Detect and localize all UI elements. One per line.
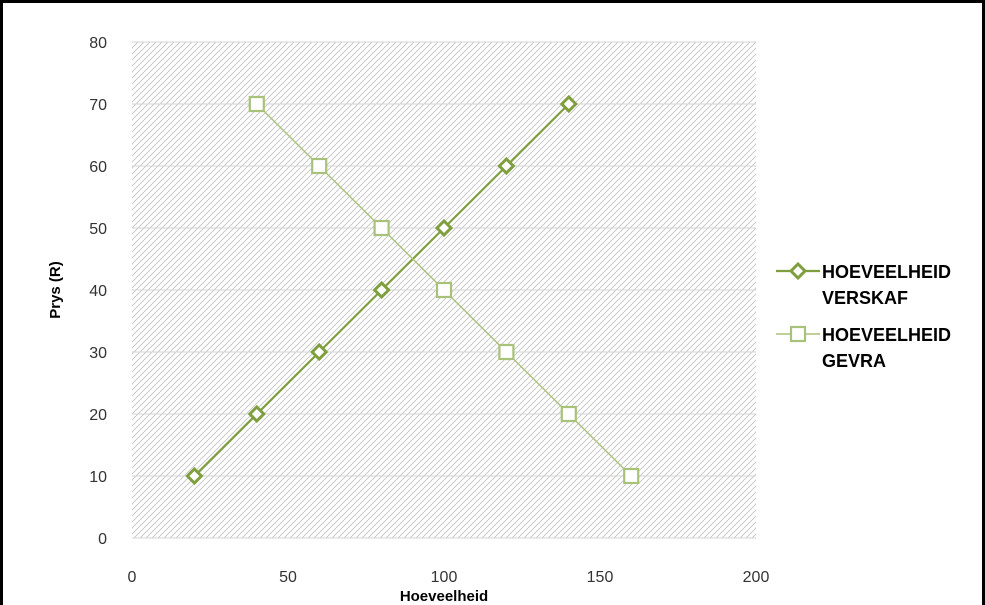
x-tick-label: 50 (279, 569, 297, 586)
series-1 (248, 95, 640, 485)
y-tick-label: 70 (89, 97, 107, 114)
y-tick-label: 50 (89, 221, 107, 238)
y-tick-label: 30 (89, 345, 107, 362)
y-tick-label: 0 (98, 531, 107, 548)
diamond-point (372, 280, 391, 300)
square-point (560, 405, 577, 423)
x-axis-title: Hoeveelheid (400, 588, 488, 605)
diamond-point (497, 156, 516, 176)
legend-marker-1 (789, 325, 807, 343)
y-tick-label: 40 (89, 283, 107, 300)
legend-label: HOEVEELHEID (822, 325, 951, 345)
legend-label: HOEVEELHEID (822, 262, 951, 282)
diamond-point (434, 218, 454, 238)
x-tick-label: 100 (431, 569, 458, 586)
diamond-point (310, 342, 329, 362)
tick-labels: 0 10 20 30 40 50 60 70 80 0 50 100 150 200 (89, 35, 769, 586)
legend: HOEVEELHEID VERSKAF HOEVEELHEID GEVRA (776, 261, 951, 371)
y-axis-title: Prys (R) (47, 261, 64, 319)
x-tick-label: 0 (128, 569, 137, 586)
diamond-point (185, 466, 204, 486)
x-tick-label: 150 (587, 569, 614, 586)
square-point (623, 467, 640, 485)
x-tick-label: 200 (743, 569, 770, 586)
legend-marker-0 (788, 261, 808, 281)
square-point (498, 343, 515, 361)
diamond-point (247, 404, 266, 424)
square-point (311, 157, 328, 175)
series-0 (185, 94, 578, 486)
square-point (373, 219, 390, 237)
series-layer (185, 94, 640, 486)
y-tick-label: 60 (89, 159, 107, 176)
legend-label: GEVRA (822, 351, 886, 371)
y-tick-label: 80 (89, 35, 107, 52)
y-tick-label: 10 (89, 469, 107, 486)
y-tick-label: 20 (89, 407, 107, 424)
legend-label: VERSKAF (822, 288, 908, 308)
square-point (435, 281, 453, 299)
square-point (248, 95, 265, 113)
diamond-point (559, 94, 578, 114)
